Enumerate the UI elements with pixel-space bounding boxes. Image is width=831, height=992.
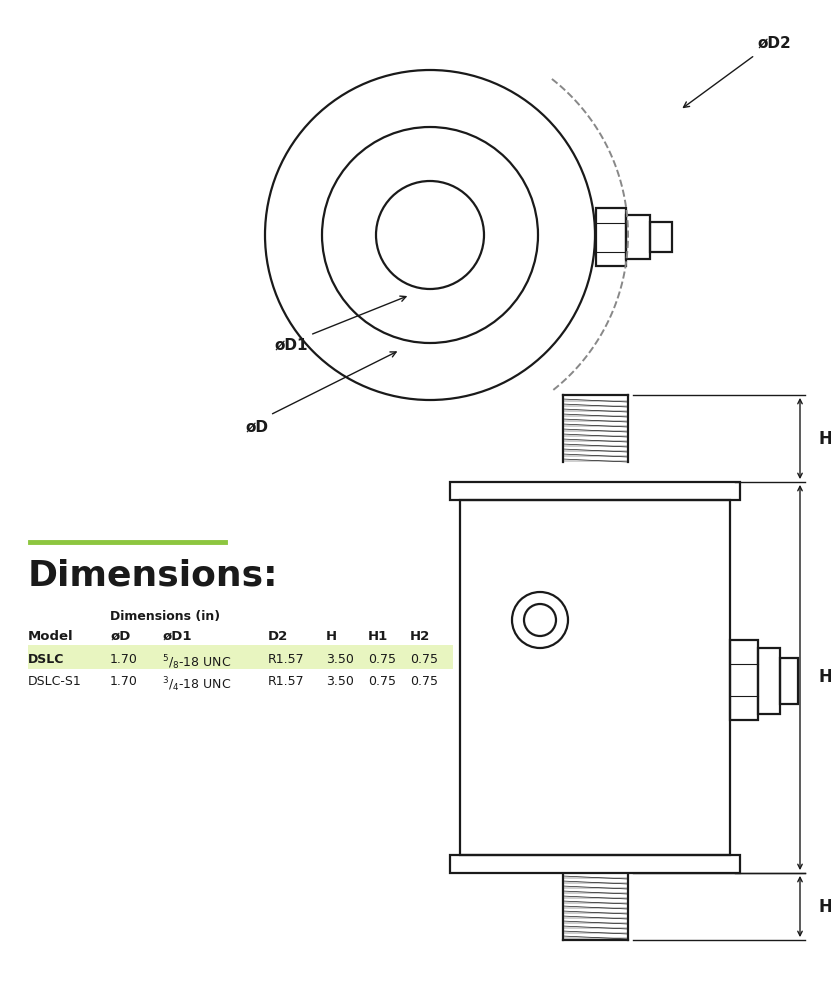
Bar bbox=[730, 640, 758, 720]
Bar bbox=[460, 500, 730, 855]
Text: H2: H2 bbox=[410, 630, 430, 643]
Text: H: H bbox=[326, 630, 337, 643]
Text: H1: H1 bbox=[818, 898, 831, 916]
Text: 0.75: 0.75 bbox=[410, 675, 438, 688]
Text: 0.75: 0.75 bbox=[410, 653, 438, 666]
Text: 0.75: 0.75 bbox=[368, 653, 396, 666]
Text: H2: H2 bbox=[818, 430, 831, 447]
Text: øD2: øD2 bbox=[757, 36, 791, 51]
Text: H1: H1 bbox=[368, 630, 388, 643]
Text: DSLC-S1: DSLC-S1 bbox=[28, 675, 81, 688]
Bar bbox=[758, 648, 780, 714]
Text: 1.70: 1.70 bbox=[110, 675, 138, 688]
Text: R1.57: R1.57 bbox=[268, 653, 305, 666]
Text: øD1: øD1 bbox=[274, 337, 308, 352]
Text: R1.57: R1.57 bbox=[268, 675, 305, 688]
Text: DSLC: DSLC bbox=[28, 653, 64, 666]
Text: 1.70: 1.70 bbox=[110, 653, 138, 666]
Text: H: H bbox=[818, 669, 831, 686]
Text: øD: øD bbox=[245, 419, 268, 434]
Text: Dimensions (in): Dimensions (in) bbox=[110, 610, 220, 623]
Text: øD: øD bbox=[110, 630, 130, 643]
Text: 3.50: 3.50 bbox=[326, 653, 354, 666]
Bar bbox=[650, 222, 672, 252]
Bar bbox=[450, 482, 740, 500]
Text: Model: Model bbox=[28, 630, 74, 643]
Bar bbox=[596, 208, 626, 266]
Bar bbox=[28, 645, 453, 669]
Bar bbox=[450, 855, 740, 873]
Text: øD1: øD1 bbox=[162, 630, 191, 643]
Text: $^3/_4$-18 UNC: $^3/_4$-18 UNC bbox=[162, 675, 231, 693]
Bar bbox=[626, 215, 650, 259]
Text: 3.50: 3.50 bbox=[326, 675, 354, 688]
Text: Dimensions:: Dimensions: bbox=[28, 558, 278, 592]
Text: 0.75: 0.75 bbox=[368, 675, 396, 688]
Bar bbox=[780, 658, 798, 704]
Text: D2: D2 bbox=[268, 630, 288, 643]
Text: $^5/_8$-18 UNC: $^5/_8$-18 UNC bbox=[162, 653, 231, 672]
